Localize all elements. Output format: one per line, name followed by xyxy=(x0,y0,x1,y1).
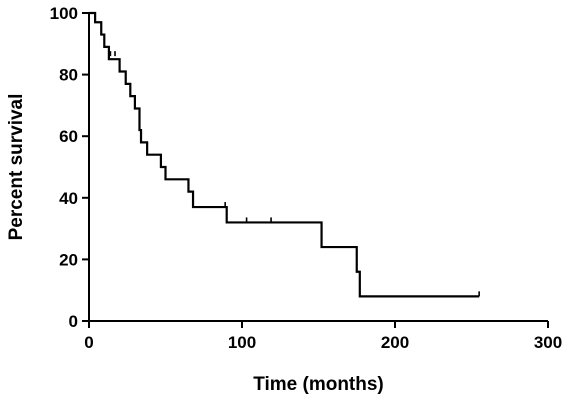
x-tick-label: 100 xyxy=(228,333,256,352)
y-tick-label: 0 xyxy=(69,312,78,331)
censor-marks xyxy=(109,51,480,297)
y-tick-label: 100 xyxy=(50,4,78,23)
y-tick-label: 20 xyxy=(59,250,78,269)
y-tick-label: 80 xyxy=(59,66,78,85)
x-tick-label: 200 xyxy=(381,333,409,352)
x-tick-label: 0 xyxy=(84,333,93,352)
x-axis-ticks: 0 100 200 300 xyxy=(84,321,562,352)
y-axis-title: Percent survival xyxy=(6,94,27,241)
plot-area: 0 100 200 300 0 20 40 60 80 100 xyxy=(50,4,563,352)
y-tick-label: 40 xyxy=(59,189,78,208)
x-tick-label: 300 xyxy=(534,333,562,352)
x-axis-title: Time (months) xyxy=(253,374,384,395)
y-axis-ticks: 0 20 40 60 80 100 xyxy=(50,4,89,331)
y-tick-label: 60 xyxy=(59,127,78,146)
survival-curve xyxy=(89,11,480,298)
